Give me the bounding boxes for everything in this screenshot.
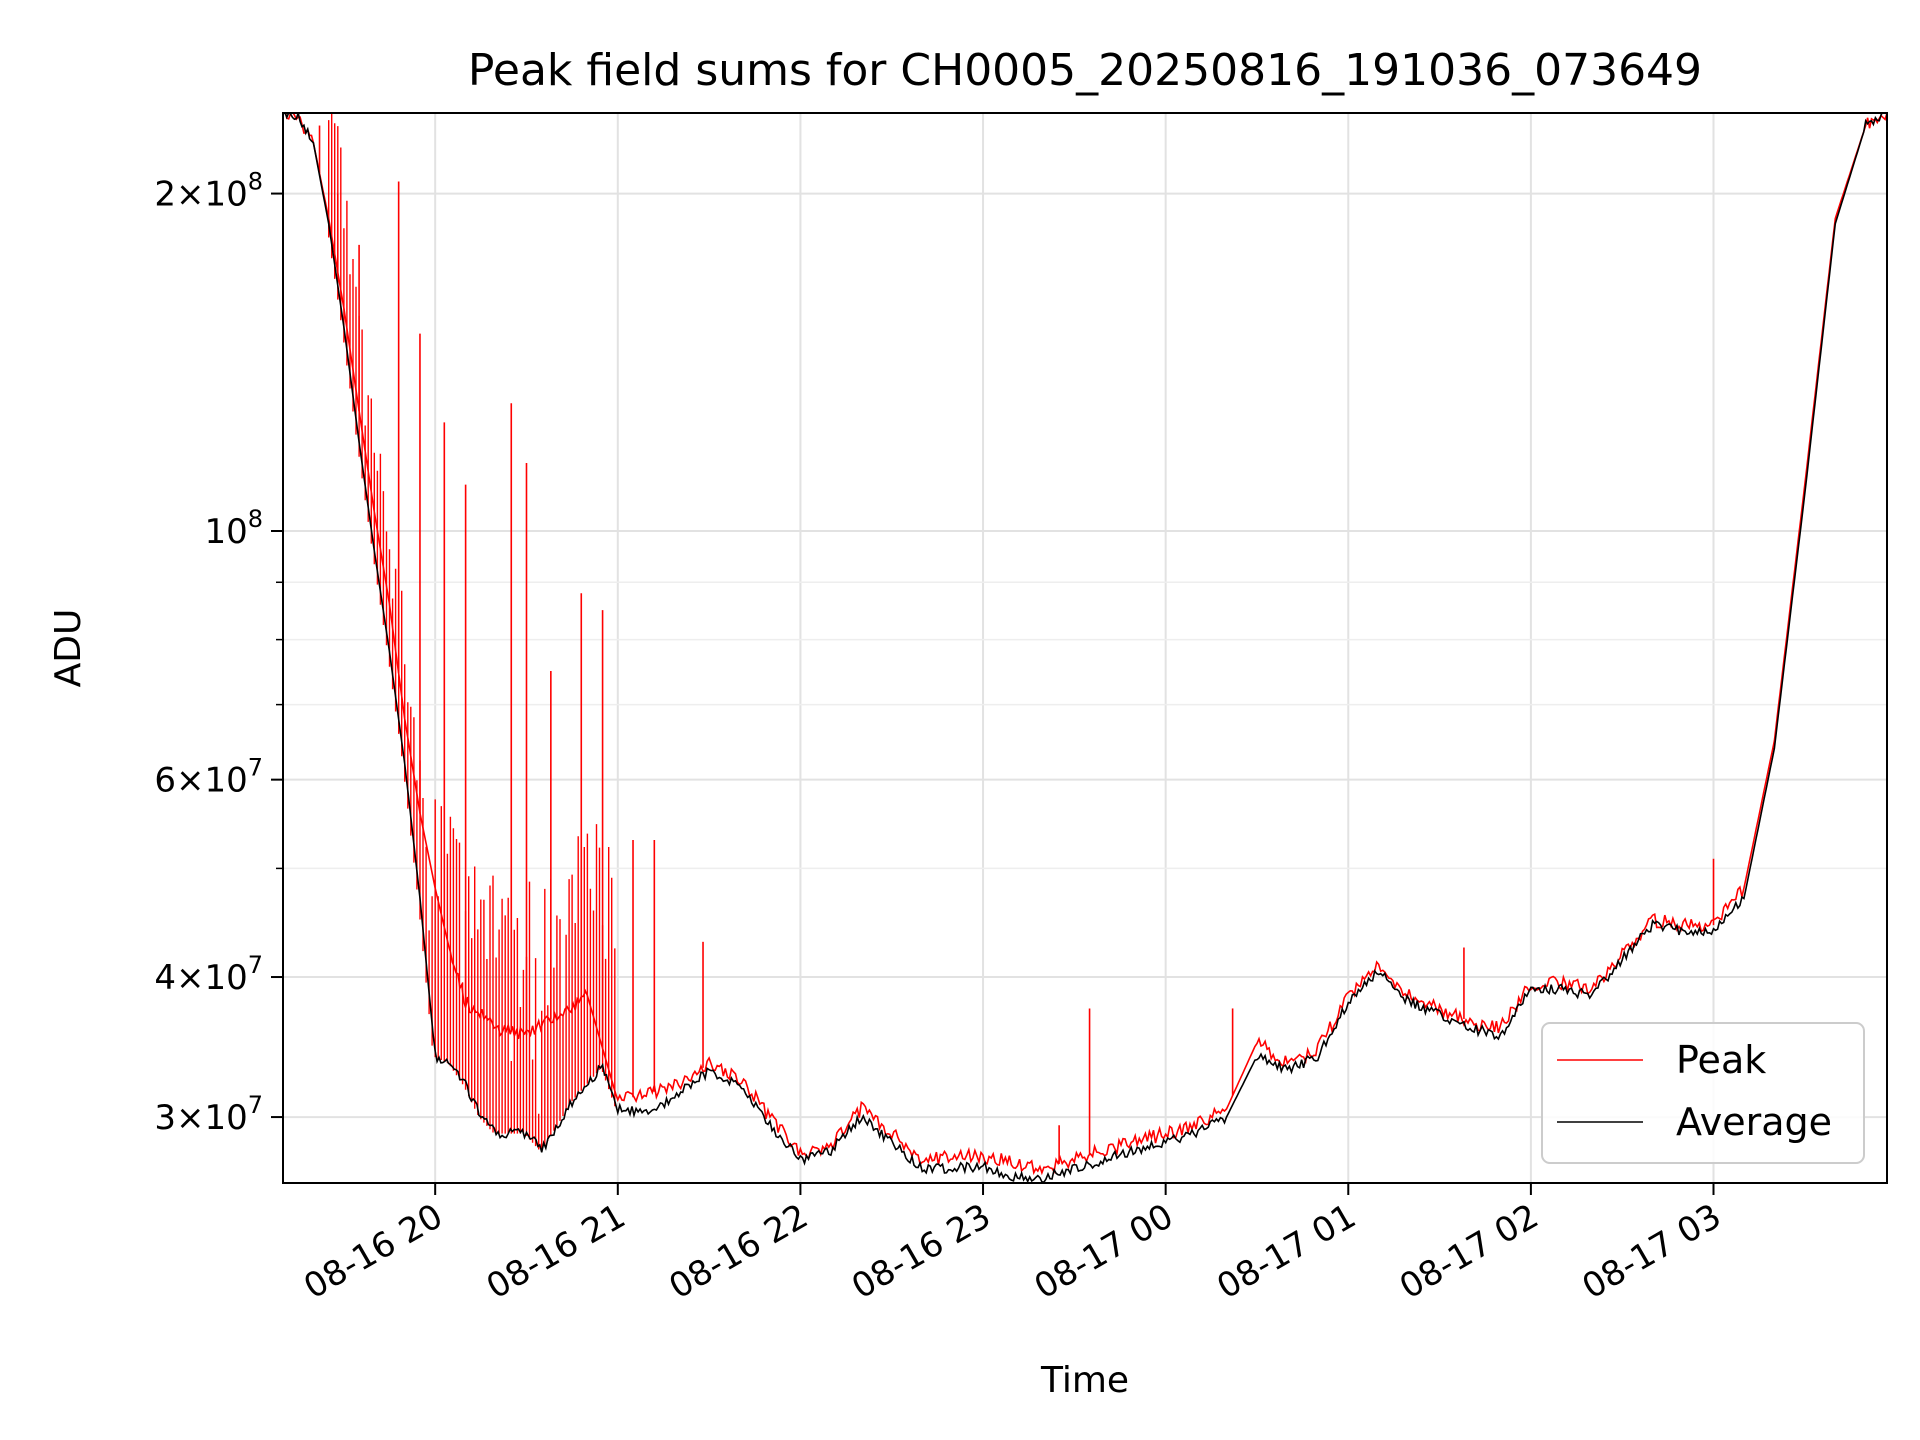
- legend-peak-label: Peak: [1676, 1038, 1766, 1082]
- y-axis-label: ADU: [48, 609, 89, 688]
- plot-frame: [282, 112, 1888, 1184]
- series-layer: [283, 113, 1887, 1183]
- series-average-line: [283, 113, 1887, 1183]
- chart-title: Peak field sums for CH0005_20250816_1910…: [468, 45, 1702, 96]
- y-tick-label: 4×107: [154, 951, 263, 998]
- legend-average-label: Average: [1676, 1100, 1832, 1144]
- y-tick-label: 108: [204, 505, 263, 552]
- y-tick-label: 2×108: [154, 168, 263, 215]
- x-axis-label: Time: [1040, 1360, 1129, 1401]
- legend-box: [1541, 1022, 1865, 1164]
- y-tick-label: 6×107: [154, 754, 263, 801]
- legend: Peak Average: [1541, 1022, 1865, 1164]
- y-tick-label: 3×107: [154, 1091, 263, 1138]
